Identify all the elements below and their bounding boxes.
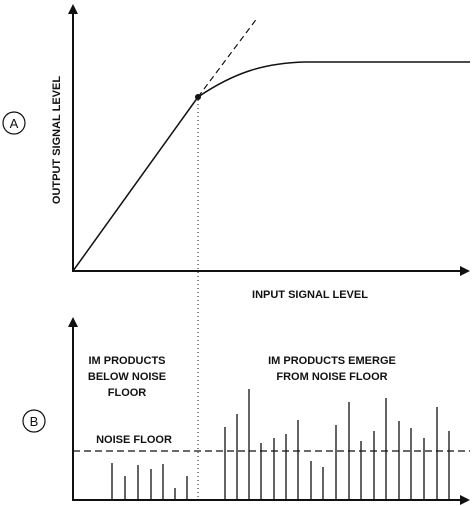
compression-point-marker bbox=[195, 94, 201, 100]
below-noise-annotation-line-2: BELOW NOISE bbox=[88, 371, 166, 383]
panel-a-id-circle bbox=[2, 111, 26, 135]
emerge-annotation-line-2: FROM NOISE FLOOR bbox=[276, 371, 387, 383]
compression-curve bbox=[197, 61, 470, 98]
panel-a-x-axis-label: INPUT SIGNAL LEVEL bbox=[252, 289, 368, 301]
panel-b-id-label: B bbox=[30, 414, 39, 429]
panel-a: OUTPUT SIGNAL LEVEL INPUT SIGNAL LEVEL A bbox=[2, 4, 470, 502]
below-noise-annotation-line-3: FLOOR bbox=[108, 387, 147, 399]
panel-b-id-circle bbox=[22, 409, 46, 433]
panel-b: IM PRODUCTS BELOW NOISE FLOOR IM PRODUCT… bbox=[22, 317, 470, 505]
panel-a-id-label: A bbox=[10, 116, 19, 131]
linear-response-line bbox=[72, 96, 199, 272]
ideal-extrapolation-dashed-line bbox=[197, 16, 259, 98]
emerge-annotation-line-1: IM PRODUCTS EMERGE bbox=[268, 355, 396, 367]
noise-floor-label: NOISE FLOOR bbox=[96, 434, 172, 446]
panel-a-y-axis-label: OUTPUT SIGNAL LEVEL bbox=[51, 76, 63, 204]
below-noise-annotation-line-1: IM PRODUCTS bbox=[89, 355, 166, 367]
